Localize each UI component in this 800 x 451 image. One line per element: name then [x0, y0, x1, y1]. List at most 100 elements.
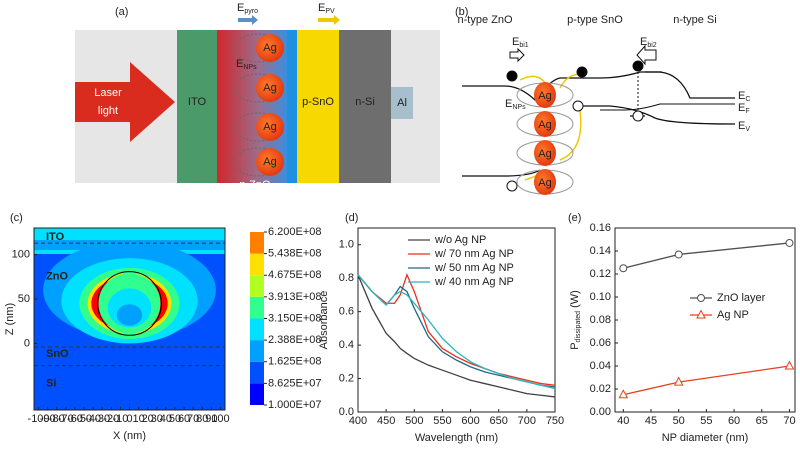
y-tick-label: 0.6: [339, 306, 354, 318]
ito-layer: [177, 30, 217, 183]
series-line: [623, 242, 790, 269]
ag-particle: [534, 82, 556, 108]
ag-particle: [256, 113, 284, 141]
y-axis-label: Z (nm): [4, 303, 16, 335]
field-label: Ebi1: [512, 36, 529, 49]
x-tick-label: -30: [94, 413, 110, 425]
panel-label: (a): [115, 6, 128, 18]
symbol: E: [738, 120, 745, 132]
particle-label: Ag: [538, 119, 551, 131]
colorbar-segment: [250, 232, 264, 254]
x-tick-label: 90: [205, 413, 217, 425]
symbol: E: [237, 2, 244, 14]
si-layer: [339, 30, 391, 183]
panel-label: (d): [345, 212, 358, 224]
x-tick-label: 65: [756, 415, 768, 427]
subscript: bi1: [519, 42, 528, 49]
y-tick-label: 0.2: [339, 372, 354, 384]
series-line: [357, 274, 556, 388]
electron: [576, 66, 588, 78]
legend-marker: [696, 309, 706, 319]
symbol: E: [640, 36, 647, 48]
layer-label: n-Si: [355, 96, 375, 108]
point: [674, 250, 683, 259]
colorbar-label: 1.000E+07: [268, 399, 322, 411]
x-tick-label: 50: [169, 413, 181, 425]
layer-label: p-SnO: [302, 96, 334, 108]
x-tick-label: 60: [728, 415, 740, 427]
y-tick-label: 0.00: [590, 406, 611, 418]
point: [618, 389, 629, 399]
band-label: EF: [738, 102, 750, 115]
x-tick-label: 750: [546, 415, 564, 427]
symbol: E: [738, 90, 745, 102]
panel-b: (b) n-type ZnO p-type SnO n-type Si Ebi1…: [455, 6, 750, 195]
electron: [506, 70, 518, 82]
x-tick-label: 80: [196, 413, 208, 425]
y-tick-label: 0.14: [590, 245, 611, 257]
x-tick-label: -40: [85, 413, 101, 425]
legend-label: w/ 70 nm Ag NP: [434, 248, 514, 260]
series-line: [357, 274, 556, 398]
colorbar-segment: [250, 296, 264, 319]
band-ef: [600, 103, 735, 111]
plot-frame: [357, 227, 556, 413]
arrow: [238, 15, 258, 25]
y-tick-label: 0.08: [590, 314, 611, 326]
series-line: [357, 273, 556, 386]
field-label: Epyro: [237, 2, 258, 15]
x-tick-label: -50: [76, 413, 92, 425]
y-tick-label: 0.16: [590, 222, 611, 234]
subscript: NPs: [512, 104, 526, 111]
panel-label: (b): [455, 6, 468, 18]
charts: ITOZnOSnOSi(c)-100-90-80-70-60-50-40-30-…: [4, 212, 796, 444]
panel-label: (c): [10, 212, 23, 224]
x-axis-label: X (nm): [113, 430, 146, 442]
legend-label: w/o Ag NP: [434, 234, 486, 246]
legend-label: w/ 50 nm Ag NP: [434, 262, 514, 274]
x-tick-label: 40: [617, 415, 629, 427]
ag-particle: [256, 34, 284, 62]
plot-frame: [614, 227, 796, 413]
particle-label: Ag: [263, 156, 276, 168]
panel-label: (e): [568, 212, 581, 224]
arrow: [509, 47, 525, 63]
particle-label: Ag: [263, 121, 276, 133]
colorbar-segment: [250, 253, 264, 276]
x-tick-label: 20: [142, 413, 154, 425]
series-line: [623, 365, 790, 396]
y-axis-label: Absorbance: [318, 291, 330, 350]
layer-label: Al: [397, 97, 407, 109]
colorbar-segment: [250, 318, 264, 341]
x-tick-label: -80: [49, 413, 65, 425]
subscript: NPs: [243, 64, 257, 71]
x-tick-label: 550: [433, 415, 451, 427]
symbol: E: [505, 98, 512, 110]
subscript: bi2: [647, 42, 656, 49]
series-line: [357, 274, 556, 390]
field-label: EPV: [318, 2, 335, 15]
hole: [632, 110, 644, 122]
x-tick-label: 70: [783, 415, 795, 427]
x-tick-label: 55: [700, 415, 712, 427]
unit: (W): [569, 290, 581, 308]
panel-a: (a) Laser light ITO n-ZnO p-SnO n-Si Al …: [75, 2, 440, 191]
laser-arrow: [75, 62, 175, 142]
x-tick-label: 100: [211, 413, 229, 425]
field-label: ENPs: [505, 98, 526, 111]
field-label: ENPs: [236, 58, 257, 71]
ag-particle: [534, 140, 556, 166]
y-tick-label: 0.06: [590, 337, 611, 349]
x-tick-label: 500: [405, 415, 423, 427]
particle-label: Ag: [263, 82, 276, 94]
laser-text: Laser: [94, 87, 122, 99]
y-tick-label: 100: [12, 249, 30, 261]
field-label: Ebi2: [640, 36, 657, 49]
sno-layer: [297, 30, 339, 183]
y-tick-label: 0.10: [590, 291, 611, 303]
y-axis-label: Pdissipated (W): [569, 290, 582, 350]
legend-label: ZnO layer: [717, 292, 766, 304]
colorbar-label: 8.625E+07: [268, 377, 322, 389]
x-tick-label: 0: [126, 413, 132, 425]
